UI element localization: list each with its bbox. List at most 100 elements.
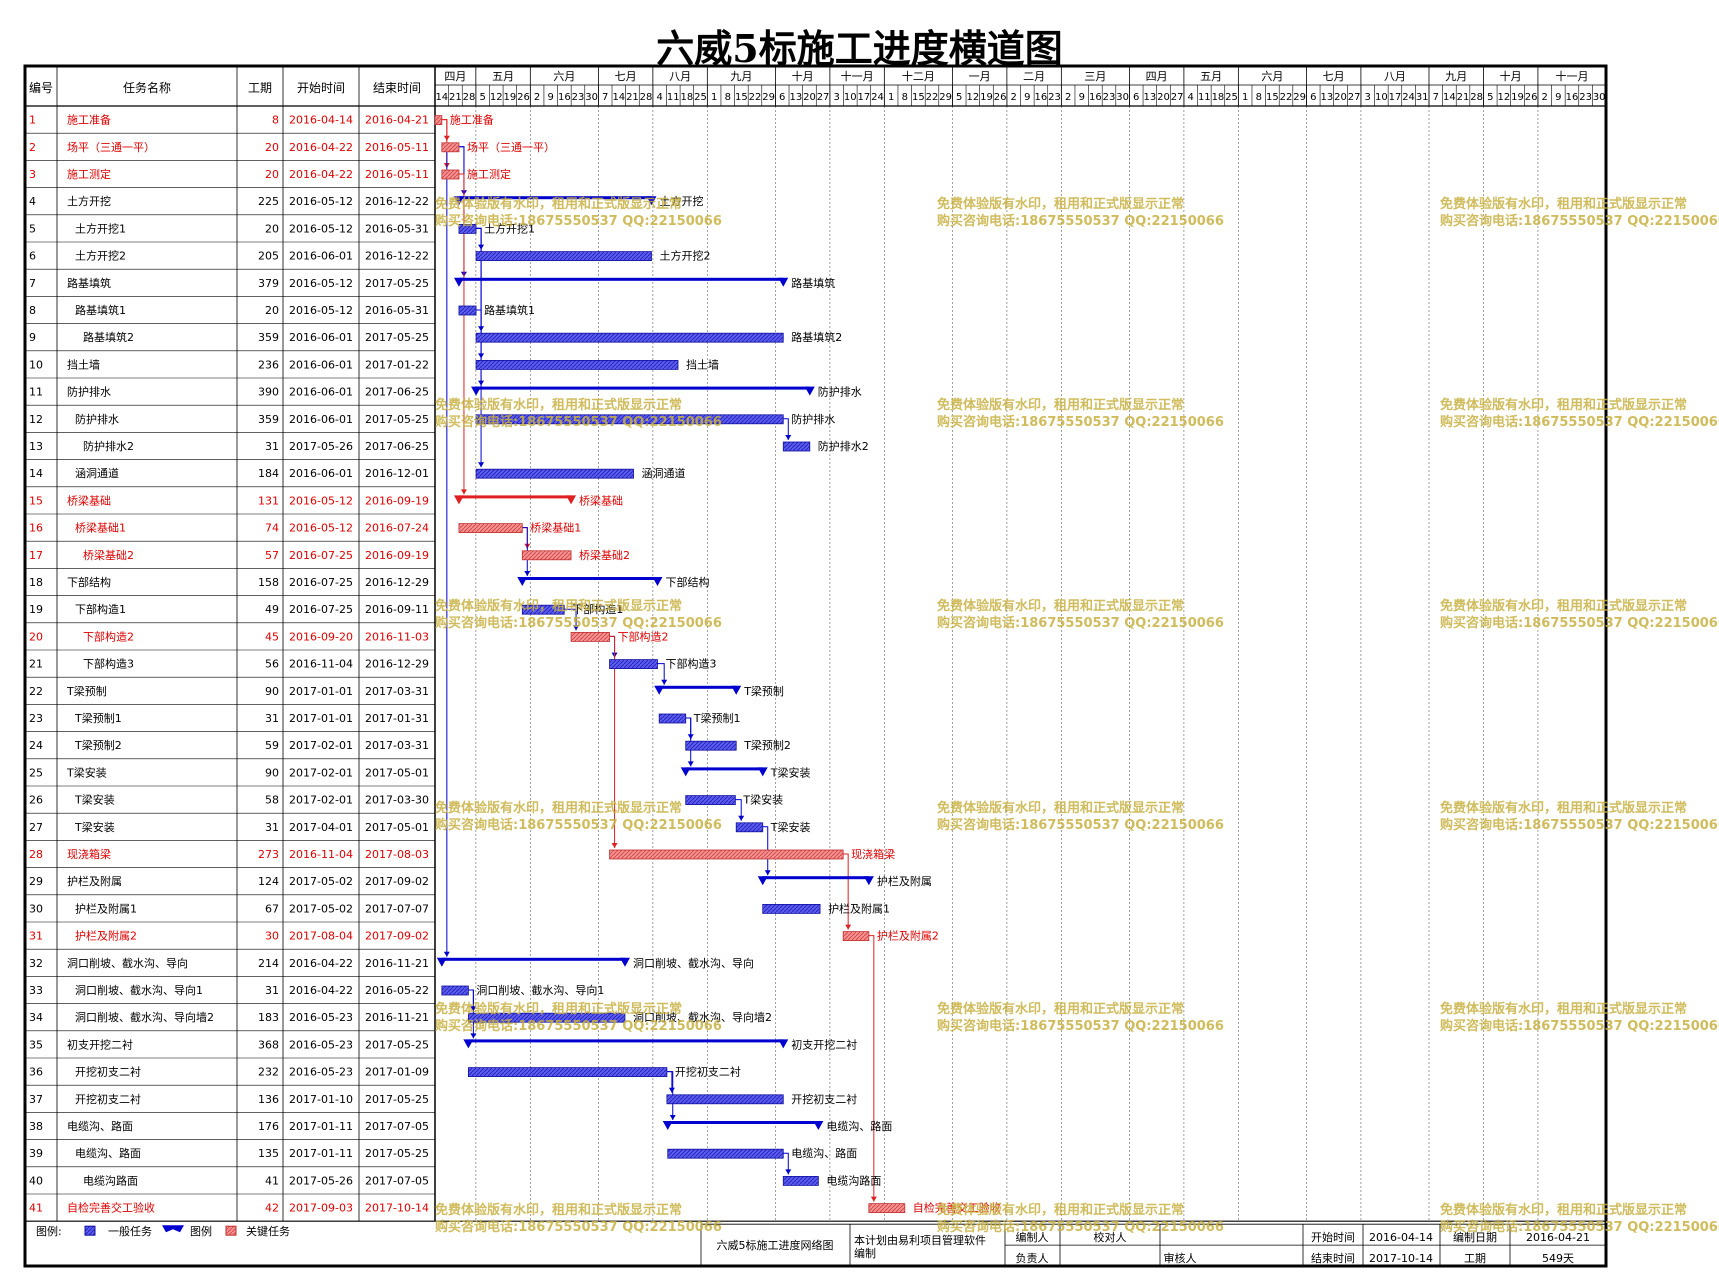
task-bar bbox=[685, 740, 737, 751]
week-label: 16 bbox=[1089, 92, 1102, 103]
critical-task-bar bbox=[441, 142, 460, 153]
task-end: 2016-05-31 bbox=[365, 222, 429, 235]
summary-end-marker bbox=[619, 957, 630, 967]
task-duration: 379 bbox=[258, 277, 279, 290]
task-name: 洞口削坡、截水沟、导向墙2 bbox=[75, 1010, 214, 1024]
week-label: 29 bbox=[939, 92, 952, 103]
summary-end-marker bbox=[731, 685, 742, 695]
week-label: 23 bbox=[572, 92, 585, 103]
week-label: 13 bbox=[1143, 92, 1156, 103]
chart-title: 六威5标施工进度横道图 bbox=[656, 26, 1063, 71]
task-start: 2016-07-25 bbox=[289, 549, 353, 562]
task-name: 路基填筑 bbox=[67, 276, 111, 290]
bar-label: 土方开挖2 bbox=[659, 249, 710, 263]
watermark-line2: 购买咨询电话:18675550537 QQ:22150066 bbox=[1440, 817, 1719, 833]
week-label: 29 bbox=[1293, 92, 1306, 103]
dependency-arrow bbox=[661, 679, 668, 685]
task-start: 2016-11-04 bbox=[289, 658, 353, 671]
task-id: 8 bbox=[29, 304, 36, 317]
bar-label: 下部构造1 bbox=[572, 602, 623, 616]
bar-label: 挡土墙 bbox=[686, 357, 719, 371]
task-id: 15 bbox=[29, 494, 43, 507]
task-start: 2016-06-01 bbox=[289, 250, 353, 263]
task-duration: 31 bbox=[265, 821, 279, 834]
watermark-line2: 购买咨询电话:18675550537 QQ:22150066 bbox=[1440, 414, 1719, 430]
task-start: 2016-04-22 bbox=[289, 168, 353, 181]
week-label: 15 bbox=[735, 92, 748, 103]
dependency-line bbox=[458, 173, 465, 495]
week-label: 19 bbox=[1511, 92, 1524, 103]
task-name: 施工测定 bbox=[67, 167, 111, 181]
summary-start-marker bbox=[453, 277, 464, 287]
task-start: 2016-06-01 bbox=[289, 358, 353, 371]
week-label: 19 bbox=[980, 92, 993, 103]
week-label: 23 bbox=[1579, 92, 1592, 103]
week-label: 28 bbox=[1470, 92, 1483, 103]
week-label: 16 bbox=[1035, 92, 1048, 103]
dependency-arrow bbox=[785, 1169, 792, 1175]
bar-label: 桥梁基础1 bbox=[530, 521, 581, 535]
task-id: 32 bbox=[29, 957, 43, 970]
footer-dur-value: 549天 bbox=[1542, 1252, 1574, 1265]
week-label: 13 bbox=[789, 92, 802, 103]
task-name: 施工准备 bbox=[67, 113, 111, 127]
task-duration: 124 bbox=[258, 875, 279, 888]
task-start: 2016-11-04 bbox=[289, 848, 353, 861]
task-duration: 131 bbox=[258, 494, 279, 507]
task-duration: 359 bbox=[258, 331, 279, 344]
week-label: 2 bbox=[1011, 92, 1017, 103]
watermark-line2: 购买咨询电话:18675550537 QQ:22150066 bbox=[435, 414, 722, 430]
task-end: 2017-03-31 bbox=[365, 685, 429, 698]
task-start: 2016-06-01 bbox=[289, 413, 353, 426]
task-duration: 31 bbox=[265, 984, 279, 997]
summary-bar bbox=[685, 767, 763, 771]
watermark-line2: 购买咨询电话:18675550537 QQ:22150066 bbox=[435, 1219, 722, 1235]
outer-frame bbox=[23, 64, 1608, 1268]
task-start: 2017-05-26 bbox=[289, 1174, 353, 1187]
task-id: 6 bbox=[29, 250, 36, 263]
bar-label: 土方开挖1 bbox=[484, 221, 535, 235]
month-label: 十月 bbox=[1500, 69, 1522, 83]
summary-start-marker bbox=[471, 386, 482, 396]
task-name: 下部结构 bbox=[67, 575, 111, 589]
month-label: 十一月 bbox=[841, 69, 874, 83]
bar-label: 下部构造3 bbox=[665, 657, 716, 671]
summary-bar bbox=[476, 386, 810, 390]
week-label: 2 bbox=[534, 92, 540, 103]
bar-label: 路基填筑1 bbox=[484, 303, 535, 317]
bar-label: 护栏及附属1 bbox=[828, 901, 890, 915]
task-bar bbox=[475, 251, 652, 262]
task-name: 路基填筑1 bbox=[75, 303, 126, 317]
week-label: 26 bbox=[517, 92, 530, 103]
month-label: 七月 bbox=[1323, 70, 1345, 83]
dependency-line bbox=[458, 146, 465, 196]
critical-task-bar bbox=[521, 550, 572, 561]
summary-start-marker bbox=[757, 876, 768, 886]
week-label: 9 bbox=[1079, 92, 1085, 103]
legend-summary-text: 图例 bbox=[190, 1224, 212, 1238]
task-duration: 90 bbox=[265, 766, 279, 779]
dependency-arrow bbox=[738, 815, 745, 821]
task-id: 40 bbox=[29, 1174, 43, 1187]
task-name: 土方开挖2 bbox=[75, 249, 126, 263]
week-label: 26 bbox=[994, 92, 1007, 103]
dependency-line bbox=[657, 663, 665, 685]
watermark-line1: 免费体验版有水印，租用和正式版显示正常 bbox=[435, 1202, 682, 1218]
summary-end-marker bbox=[652, 577, 663, 586]
summary-bar bbox=[468, 1039, 784, 1043]
watermark-line1: 免费体验版有水印，租用和正式版显示正常 bbox=[937, 1001, 1184, 1017]
task-id: 22 bbox=[29, 685, 43, 698]
task-duration: 368 bbox=[258, 1038, 279, 1051]
task-end: 2016-07-24 bbox=[365, 522, 429, 535]
week-label: 30 bbox=[1593, 92, 1606, 103]
week-label: 22 bbox=[749, 92, 762, 103]
task-end: 2016-05-22 bbox=[365, 984, 429, 997]
legend-normal-swatch bbox=[84, 1225, 96, 1236]
footer-end-label: 结束时间 bbox=[1311, 1252, 1355, 1265]
task-bar bbox=[658, 713, 687, 724]
task-start: 2017-01-01 bbox=[289, 685, 353, 698]
task-start: 2017-01-01 bbox=[289, 712, 353, 725]
task-end: 2017-07-05 bbox=[365, 1174, 429, 1187]
